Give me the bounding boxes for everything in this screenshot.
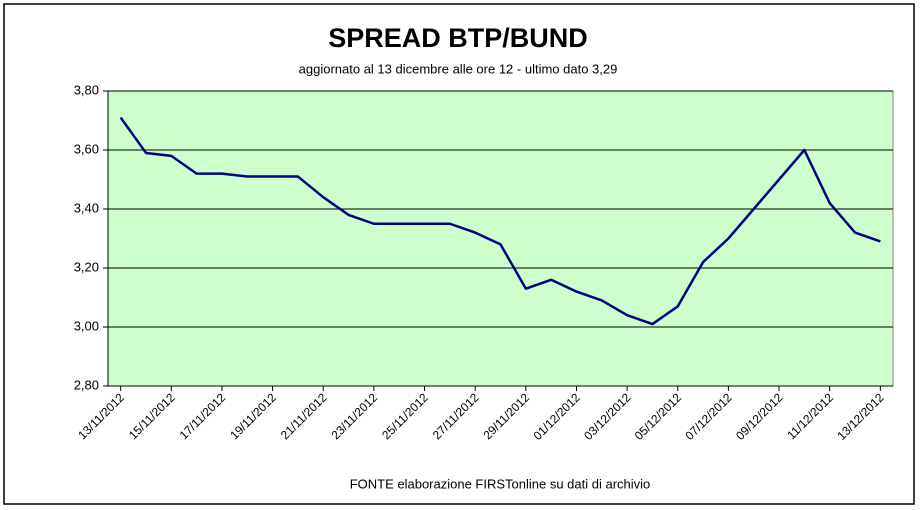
- y-tick-label: 3,60: [74, 141, 99, 156]
- y-tick-label: 3,40: [74, 200, 99, 215]
- chart-subtitle: aggiornato al 13 dicembre alle ore 12 - …: [299, 61, 618, 76]
- data-line: [119, 116, 881, 326]
- chart-title: SPREAD BTP/BUND: [328, 23, 588, 53]
- y-tick-label: 3,20: [74, 259, 99, 274]
- y-tick-label: 2,80: [74, 377, 99, 392]
- plot-area: [107, 90, 894, 387]
- y-tick-label: 3,00: [74, 318, 99, 333]
- source-note: FONTE elaborazione FIRSTonline su dati d…: [350, 476, 651, 491]
- y-tick-label: 3,80: [74, 82, 99, 97]
